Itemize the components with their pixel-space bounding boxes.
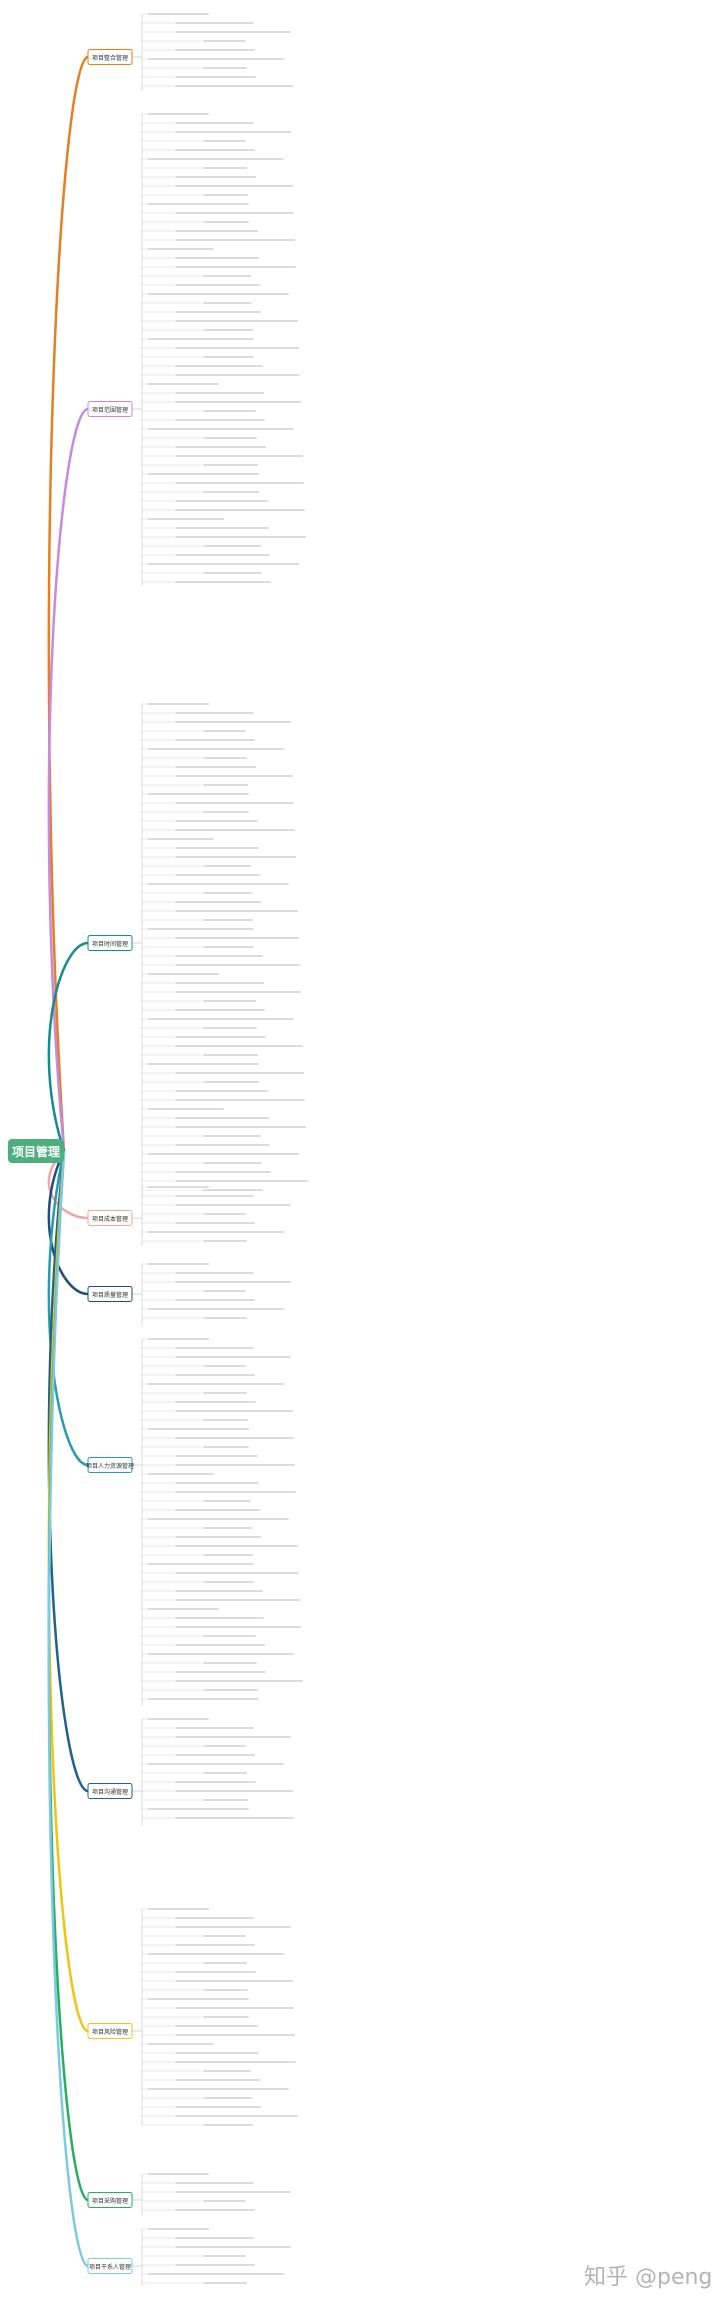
branch-node-2[interactable]: 项目范围管理 (87, 401, 133, 417)
central-topic-label: 项目管理 (12, 1144, 60, 1159)
branch-curve-5 (47, 1150, 89, 1296)
branch-node-5[interactable]: 项目质量管理 (87, 1286, 133, 1302)
branch-node-box-2 (87, 401, 133, 417)
branch-node-label-6: 项目人力资源管理 (86, 1462, 134, 1470)
sub-branch-trunk-6 (132, 1339, 143, 1706)
detail-lines (132, 13, 308, 2286)
branch-node-9[interactable]: 项目采购管理 (87, 2192, 133, 2208)
branch-node-label-7: 项目沟通管理 (92, 1788, 128, 1796)
branch-node-box-8 (87, 2023, 133, 2039)
branch-nodes: 项目整合管理项目范围管理项目时间管理项目成本管理项目质量管理项目人力资源管理项目… (86, 49, 134, 2274)
branch-node-3[interactable]: 项目时间管理 (87, 935, 133, 951)
branch-node-1[interactable]: 项目整合管理 (87, 49, 133, 65)
sub-branch-trunk-5 (132, 1264, 143, 1326)
branch-node-label-3: 项目时间管理 (92, 940, 128, 948)
branch-node-8[interactable]: 项目风险管理 (87, 2023, 133, 2039)
branch-node-label-10: 项目干系人管理 (89, 2263, 131, 2271)
sub-branch-trunk-3 (132, 704, 143, 1196)
branch-node-label-8: 项目风险管理 (92, 2028, 128, 2036)
branch-curve-3 (47, 941, 89, 1152)
sub-branch-trunk-8 (132, 1909, 143, 2126)
branch-node-box-3 (87, 935, 133, 951)
branch-curve-7 (47, 1150, 89, 1793)
central-topic-box (8, 1139, 64, 1163)
branch-node-box-6 (87, 1457, 133, 1473)
sub-branch-trunk-9 (132, 2174, 143, 2216)
branch-node-4[interactable]: 项目成本管理 (87, 1210, 133, 1226)
branch-node-label-4: 项目成本管理 (92, 1215, 128, 1223)
branch-node-label-1: 项目整合管理 (92, 54, 128, 62)
branch-node-label-5: 项目质量管理 (92, 1291, 128, 1299)
branch-curve-9 (47, 1150, 89, 2202)
branch-node-6[interactable]: 项目人力资源管理 (86, 1457, 134, 1473)
branch-curve-2 (47, 407, 89, 1152)
watermark-text: 知乎 @peng (584, 2265, 712, 2290)
branch-node-box-5 (87, 1286, 133, 1302)
branch-node-box-10 (87, 2258, 133, 2274)
branch-node-label-9: 项目采购管理 (92, 2197, 128, 2205)
branch-curve-10 (47, 1150, 89, 2268)
branch-node-box-7 (87, 1783, 133, 1799)
sub-branch-trunk-10 (132, 2229, 143, 2286)
sub-branch-trunk-2 (132, 114, 143, 586)
sub-branch-trunk-7 (132, 1719, 143, 1826)
branch-node-label-2: 项目范围管理 (92, 406, 128, 414)
branch-node-box-4 (87, 1210, 133, 1226)
branch-node-10[interactable]: 项目干系人管理 (87, 2258, 133, 2274)
branch-node-7[interactable]: 项目沟通管理 (87, 1783, 133, 1799)
branch-node-box-9 (87, 2192, 133, 2208)
sub-branch-trunk-4 (132, 1187, 143, 1246)
branch-curve-1 (47, 55, 89, 1152)
branch-node-box-1 (87, 49, 133, 65)
branch-curves (47, 55, 89, 2268)
central-topic[interactable]: 项目管理 (8, 1139, 64, 1163)
sub-branch-trunk-1 (132, 14, 143, 91)
